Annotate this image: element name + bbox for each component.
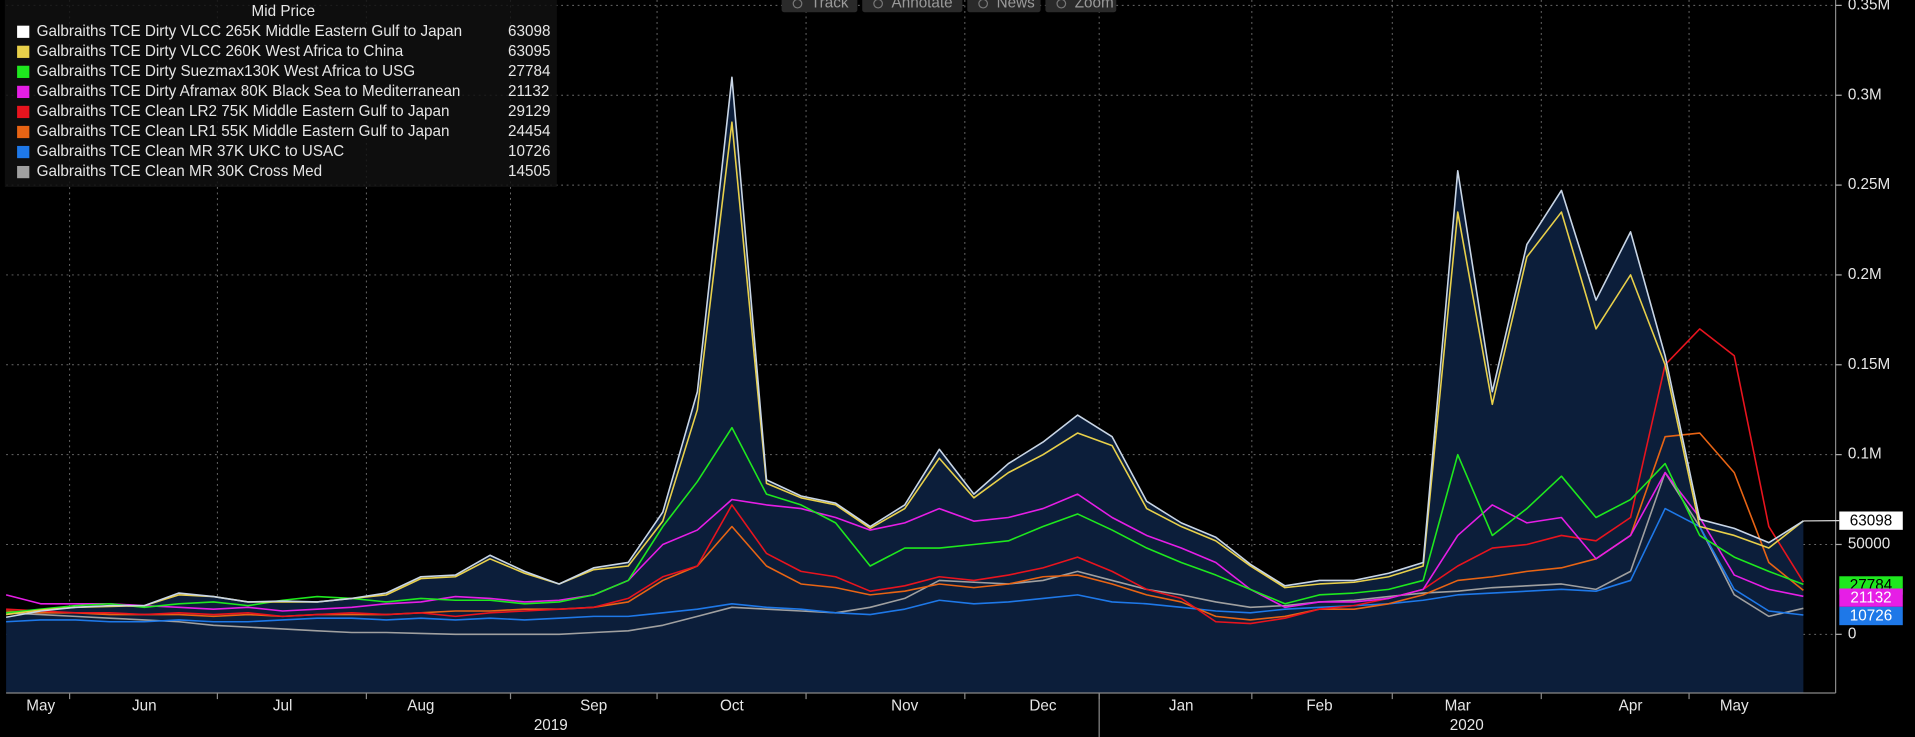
toolbar: Track Annotate News Zoom bbox=[781, 0, 1117, 13]
legend-value: 29129 bbox=[508, 103, 550, 120]
x-tick-label: Mar bbox=[1445, 697, 1471, 714]
legend-label: Galbraiths TCE Clean MR 37K UKC to USAC bbox=[37, 143, 345, 160]
toolbar-button[interactable] bbox=[781, 0, 858, 13]
y-tick-label: 0.1M bbox=[1848, 446, 1882, 463]
toolbar-icon bbox=[792, 0, 803, 9]
legend-swatch bbox=[17, 85, 30, 99]
x-tick-label: Oct bbox=[720, 697, 744, 714]
legend-value: 21132 bbox=[508, 83, 549, 100]
legend-value: 63098 bbox=[508, 23, 550, 40]
plot-area bbox=[5, 0, 1836, 693]
legend-label: Galbraiths TCE Clean LR2 75K Middle East… bbox=[37, 103, 450, 120]
series-line bbox=[6, 426, 1804, 614]
legend-label: Galbraiths TCE Dirty VLCC 260K West Afri… bbox=[37, 43, 404, 60]
series-line bbox=[5, 76, 1804, 619]
legend-value: 10726 bbox=[508, 143, 550, 160]
legend: Mid Price Galbraiths TCE Dirty VLCC 265K… bbox=[4, 0, 557, 187]
end-label-box bbox=[1839, 511, 1903, 530]
legend-label: Galbraiths TCE Clean MR 30K Cross Med bbox=[37, 163, 323, 180]
y-tick-label: 0.2M bbox=[1848, 266, 1882, 283]
toolbar-button[interactable] bbox=[862, 0, 963, 13]
y-tick-label: 0 bbox=[1848, 625, 1856, 642]
legend-label: Galbraiths TCE Clean LR1 55K Middle East… bbox=[37, 123, 450, 140]
end-label-box bbox=[1839, 606, 1903, 626]
legend-swatch bbox=[17, 145, 30, 159]
legend-swatch bbox=[17, 65, 30, 78]
x-tick-label: Apr bbox=[1619, 697, 1643, 714]
toolbar-icon bbox=[1056, 0, 1067, 9]
toolbar-icon bbox=[978, 0, 989, 9]
legend-value: 14505 bbox=[508, 163, 550, 180]
legend-box bbox=[4, 0, 557, 187]
x-tick-label: Jun bbox=[132, 697, 157, 714]
end-label-box bbox=[1839, 588, 1903, 607]
series-line bbox=[6, 507, 1804, 623]
x-tick-label: Aug bbox=[407, 697, 434, 714]
x-tick-label: May bbox=[1720, 697, 1749, 714]
y-tick-label: 50000 bbox=[1848, 536, 1890, 553]
series-line bbox=[5, 471, 1804, 612]
toolbar-button[interactable] bbox=[1045, 0, 1117, 13]
x-tick-label: Jan bbox=[1169, 697, 1194, 714]
legend-value: 24454 bbox=[508, 123, 551, 140]
legend-swatch bbox=[17, 165, 30, 179]
y-tick-label: 0.25M bbox=[1848, 176, 1890, 193]
toolbar-label[interactable]: Zoom bbox=[1075, 0, 1114, 12]
toolbar-label[interactable]: News bbox=[997, 0, 1036, 12]
legend-label: Galbraiths TCE Dirty Suezmax130K West Af… bbox=[37, 63, 416, 80]
y-tick-label: 0.15M bbox=[1848, 356, 1890, 373]
toolbar-icon bbox=[873, 0, 883, 9]
x-tick-label: Feb bbox=[1306, 697, 1332, 714]
legend-title: Mid Price bbox=[252, 3, 316, 20]
series-line bbox=[6, 328, 1805, 625]
legend-value: 63095 bbox=[508, 43, 550, 60]
end-label: 63098 bbox=[1850, 512, 1892, 529]
area bbox=[6, 77, 1804, 693]
legend-value: 27784 bbox=[508, 63, 551, 80]
end-label: 10726 bbox=[1850, 608, 1892, 625]
toolbar-label[interactable]: Track bbox=[811, 0, 849, 12]
x-tick-label: Sep bbox=[580, 697, 607, 714]
y-tick-label: 0.35M bbox=[1848, 0, 1890, 13]
y-tick-label: 0.3M bbox=[1848, 86, 1882, 103]
x-tick-label: May bbox=[26, 697, 55, 714]
x-tick-label: Nov bbox=[891, 697, 919, 714]
end-label: 21132 bbox=[1850, 589, 1891, 606]
year-label: 2020 bbox=[1450, 717, 1484, 734]
x-tick-label: Dec bbox=[1029, 697, 1057, 714]
x-tick-label: Jul bbox=[273, 697, 293, 714]
legend-swatch bbox=[17, 45, 30, 58]
toolbar-button[interactable] bbox=[967, 0, 1041, 13]
legend-label: Galbraiths TCE Dirty VLCC 265K Middle Ea… bbox=[37, 23, 462, 40]
toolbar-label[interactable]: Annotate bbox=[892, 0, 953, 12]
series-line bbox=[6, 471, 1804, 636]
legend-swatch bbox=[17, 105, 30, 119]
legend-swatch bbox=[17, 25, 30, 38]
legend-label: Galbraiths TCE Dirty Aframax 80K Black S… bbox=[37, 83, 461, 100]
year-label: 2019 bbox=[534, 717, 568, 734]
legend-swatch bbox=[17, 125, 30, 139]
